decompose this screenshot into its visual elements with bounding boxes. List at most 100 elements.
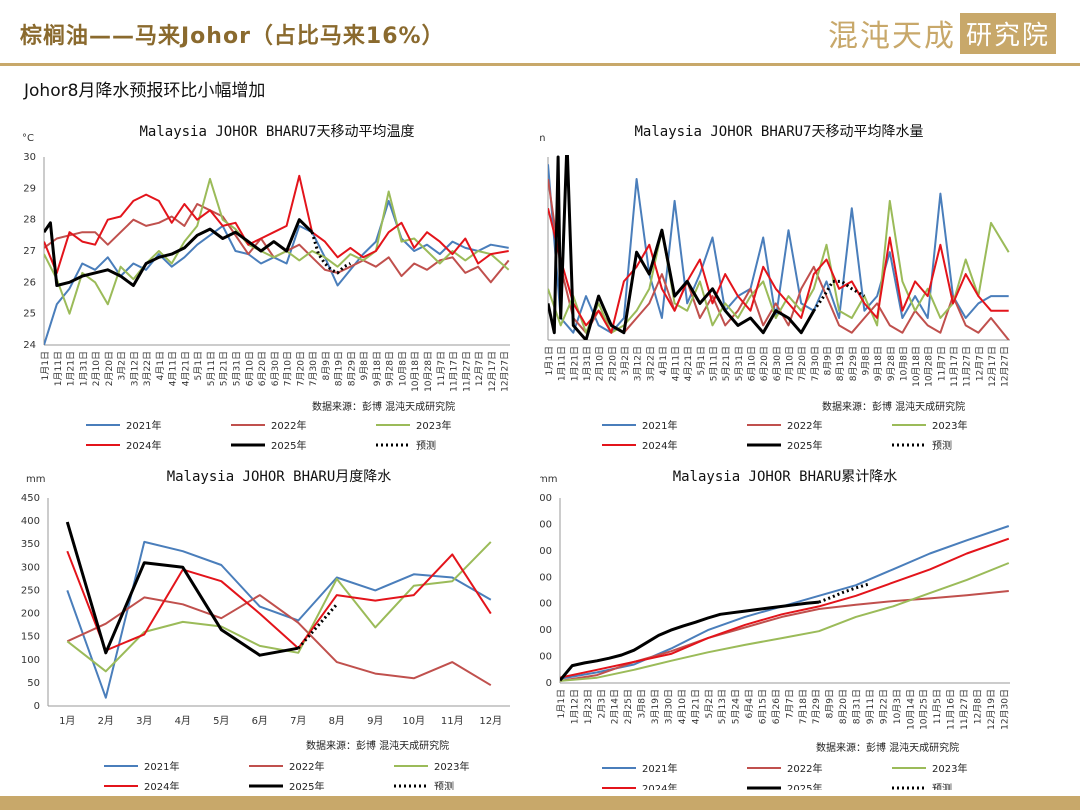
x-tick-label: 10月28日 (423, 351, 434, 392)
y-tick-label: 29 (23, 183, 36, 194)
y-tick-label: 24 (23, 340, 36, 351)
temperature-chart: Malaysia JOHOR BHARU7天移动平均温度 °C 24 25 26 27 28… (22, 124, 511, 452)
page-title: 棕榈油——马来Johor（占比马来16%） (20, 24, 445, 49)
x-tick-label: 11月17日 (949, 346, 960, 387)
series-line-2023年 (66, 541, 492, 673)
x-tick-label: 11月7日 (436, 351, 447, 386)
y-tick-label: 1,000 (540, 625, 552, 636)
x-tick-label: 6月4日 (744, 689, 755, 718)
x-tick-label: 3月22日 (645, 346, 656, 381)
x-tick-label: 1月12日 (569, 689, 580, 724)
x-tick-label: 9月 (367, 715, 383, 727)
x-tick-label: 7月 (290, 715, 306, 727)
x-tick-label: 3月8日 (637, 689, 648, 718)
x-tick-label: 4月 (175, 715, 191, 727)
x-tick-label: 12月17日 (487, 351, 498, 392)
axis-unit: mm (26, 474, 45, 485)
x-tick-label: 5月1日 (193, 351, 204, 380)
x-tick-label: 3月22日 (142, 351, 153, 386)
y-tick-label: 3,500 (540, 493, 552, 504)
x-tick-label: 9月28日 (385, 351, 396, 386)
axis-unit: mm (540, 133, 545, 144)
legend-label-2021年: 2021年 (144, 760, 179, 773)
x-tick-label: 8月9日 (825, 689, 836, 718)
series-line-2021年 (66, 540, 492, 699)
series-line-2023年 (44, 177, 510, 315)
x-tick-label: 6月20日 (759, 346, 770, 381)
x-tick-label: 4月11日 (168, 351, 179, 386)
x-tick-label: 6月26日 (771, 689, 782, 724)
x-tick-label: 12月8日 (972, 689, 983, 724)
x-tick-label: 1月1日 (40, 351, 51, 380)
x-tick-label: 2月10日 (595, 346, 606, 381)
x-tick-label: 1月31日 (582, 346, 593, 381)
x-tick-label: 5月1日 (696, 346, 707, 375)
header-bar: 棕榈油——马来Johor（占比马来16%） 混沌天成 研究院 (0, 0, 1080, 64)
x-tick-label: 12月 (479, 715, 502, 727)
x-tick-label: 3月2日 (117, 351, 128, 380)
slide-subtitle: Johor8月降水预报环比小幅增加 (24, 81, 266, 101)
x-tick-label: 10月25日 (919, 689, 930, 730)
x-tick-label: 5月13日 (717, 689, 728, 724)
x-tick-label: 2月14日 (610, 689, 621, 724)
x-tick-label: 7月18日 (798, 689, 809, 724)
series-line-预测 (818, 582, 869, 604)
legend-label-2025年: 2025年 (787, 782, 822, 790)
series-line-2025年 (44, 218, 314, 287)
x-tick-label: 8月19日 (334, 351, 345, 386)
x-tick-label: 6月10日 (244, 351, 255, 386)
plot-area (560, 525, 1010, 682)
chart-title: Malaysia JOHOR BHARU累计降水 (673, 469, 898, 485)
series-line-2023年 (560, 562, 1010, 682)
x-tick-label: 8月9日 (822, 346, 833, 375)
x-tick-label: 12月17日 (987, 346, 998, 387)
plot-area (65, 521, 492, 699)
legend-label-预测: 预测 (434, 780, 454, 790)
header-rule (0, 63, 1080, 66)
x-tick-label: 2月25日 (623, 689, 634, 724)
axis-unit: mm (540, 474, 557, 485)
x-tick-label: 8月20日 (838, 689, 849, 724)
y-tick-label: 2,000 (540, 572, 552, 583)
x-tick-label: 8月 (329, 715, 345, 727)
x-tick-label: 8月31日 (852, 689, 863, 724)
x-tick-label: 12月7日 (474, 351, 485, 386)
chart-panel-rain7: Malaysia JOHOR BHARU7天移动平均降水量mm051015202… (540, 110, 1080, 455)
x-tick-label: 11月27日 (461, 351, 472, 392)
axis-unit: °C (22, 133, 34, 144)
legend-label-预测: 预测 (932, 782, 952, 790)
y-tick-label: 350 (21, 539, 40, 550)
y-tick-label: 3,000 (540, 519, 552, 530)
chart-title: Malaysia JOHOR BHARU7天移动平均降水量 (634, 124, 923, 140)
x-tick-label: 1月1日 (544, 346, 555, 375)
x-tick-label: 8月29日 (346, 351, 357, 386)
legend-label-2021年: 2021年 (126, 419, 161, 432)
x-tick-label: 10月18日 (410, 351, 421, 392)
x-tick-label: 4月21日 (180, 351, 191, 386)
chart-panel-temperature: Malaysia JOHOR BHARU7天移动平均温度 °C 24 25 26 27 28… (0, 110, 540, 455)
legend-label-2023年: 2023年 (932, 762, 967, 775)
legend-label-2025年: 2025年 (289, 780, 324, 790)
y-tick-label: 100 (21, 655, 40, 666)
x-tick-label: 3月19日 (650, 689, 661, 724)
x-tick-label: 4月21日 (690, 689, 701, 724)
x-tick-label: 1月21日 (569, 346, 580, 381)
x-tick-label: 8月9日 (321, 351, 332, 380)
legend-label-预测: 预测 (932, 439, 952, 452)
x-tick-label: 10月8日 (898, 346, 909, 381)
y-tick-label: 0 (546, 678, 552, 689)
x-tick-label: 4月1日 (658, 346, 669, 375)
plot-area (548, 155, 1010, 340)
legend-label-2024年: 2024年 (642, 782, 677, 790)
series-line-2025年 (65, 521, 299, 657)
x-tick-label: 11月5日 (932, 689, 943, 724)
x-tick-label: 9月22日 (878, 689, 889, 724)
x-tick-label: 5月31日 (734, 346, 745, 381)
series-line-2025年 (548, 155, 816, 340)
x-tick-label: 10月8日 (397, 351, 408, 386)
x-tick-label: 7月20日 (797, 346, 808, 381)
y-tick-label: 1,500 (540, 599, 552, 610)
x-tick-label: 10月14日 (905, 689, 916, 730)
y-tick-label: 500 (540, 652, 552, 663)
legend-label-2022年: 2022年 (289, 760, 324, 773)
